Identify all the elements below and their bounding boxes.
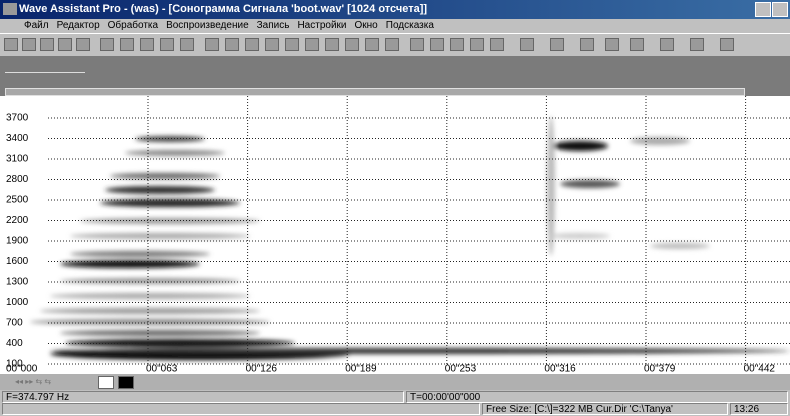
toolbar-button[interactable]	[365, 38, 379, 51]
y-tick-label: 3100	[6, 154, 29, 165]
minimize-button[interactable]	[755, 2, 771, 17]
menu-bar: Файл Редактор Обработка Воспроизведение Запи…	[0, 19, 790, 33]
maximize-button[interactable]	[772, 2, 788, 17]
toolbar-button[interactable]	[120, 38, 134, 51]
y-tick-label: 700	[6, 318, 23, 329]
toolbar-button[interactable]	[205, 38, 219, 51]
x-tick-label: 00"316	[544, 364, 576, 374]
window-title: Wave Assistant Pro - (was) - [Сонограмма…	[19, 3, 427, 15]
toolbar-button[interactable]	[580, 38, 594, 51]
x-tick-label: 00"063	[146, 364, 178, 374]
color-white[interactable]	[98, 376, 114, 389]
toolbar-button[interactable]	[40, 38, 54, 51]
toolbar	[0, 33, 790, 57]
free-size-field: Free Size: [C:\]=322 MB Cur.Dir 'C:\Tany…	[482, 403, 728, 415]
x-tick-label: 00"126	[246, 364, 278, 374]
toolbar-button[interactable]	[720, 38, 734, 51]
toolbar-button[interactable]	[605, 38, 619, 51]
clock-field: 13:26	[730, 403, 788, 415]
y-tick-label: 1600	[6, 256, 29, 267]
menu-item[interactable]: Обработка	[108, 19, 158, 33]
overview-line	[5, 72, 85, 73]
toolbar-button[interactable]	[22, 38, 36, 51]
toolbar-button[interactable]	[690, 38, 704, 51]
window-controls	[755, 2, 788, 17]
toolbar-button[interactable]	[140, 38, 154, 51]
toolbar-button[interactable]	[520, 38, 534, 51]
toolbar-button[interactable]	[430, 38, 444, 51]
x-tick-label: 00"442	[744, 364, 776, 374]
toolbar-button[interactable]	[76, 38, 90, 51]
menu-item[interactable]: Настройки	[297, 19, 346, 33]
toolbar-button[interactable]	[160, 38, 174, 51]
toolbar-button[interactable]	[550, 38, 564, 51]
color-black[interactable]	[118, 376, 134, 389]
app-window: Wave Assistant Pro - (was) - [Сонограмма…	[0, 0, 790, 414]
y-tick-label: 2200	[6, 215, 29, 226]
y-tick-label: 3400	[6, 133, 29, 144]
toolbar-button[interactable]	[490, 38, 504, 51]
x-tick-label: 00"379	[644, 364, 676, 374]
toolbar-button[interactable]	[305, 38, 319, 51]
app-icon	[3, 3, 17, 15]
toolbar-button[interactable]	[285, 38, 299, 51]
x-tick-label: 00"253	[445, 364, 477, 374]
toolbar-button[interactable]	[450, 38, 464, 51]
y-tick-label: 2500	[6, 195, 29, 206]
spectrogram: 3700 3400 3100 2800 2500 2200 1900 1600 1300 1000…	[0, 96, 790, 374]
menu-item[interactable]: Подсказка	[386, 19, 434, 33]
x-tick-label: 00"000	[6, 364, 38, 374]
toolbar-button[interactable]	[385, 38, 399, 51]
menu-item[interactable]: Редактор	[57, 19, 100, 33]
y-tick-label: 1000	[6, 297, 29, 308]
scroll-bar[interactable]	[5, 88, 745, 96]
menu-item[interactable]: Файл	[24, 19, 49, 33]
toolbar-button[interactable]	[100, 38, 114, 51]
toolbar-button[interactable]	[660, 38, 674, 51]
toolbar-button[interactable]	[470, 38, 484, 51]
overview-panel	[0, 56, 790, 96]
nav-buttons[interactable]: ◂◂ ▸▸ ⇆ ⇆	[15, 377, 51, 386]
time-field: T=00:00'00"000	[406, 391, 788, 403]
y-tick-label: 2800	[6, 174, 29, 185]
toolbar-button[interactable]	[180, 38, 194, 51]
toolbar-button[interactable]	[4, 38, 18, 51]
toolbar-button[interactable]	[245, 38, 259, 51]
status-empty	[2, 403, 480, 415]
title-bar: Wave Assistant Pro - (was) - [Сонограмма…	[0, 0, 790, 19]
x-tick-label: 00"189	[345, 364, 377, 374]
toolbar-button[interactable]	[410, 38, 424, 51]
menu-item[interactable]: Окно	[355, 19, 378, 33]
frequency-field: F=374.797 Hz	[2, 391, 404, 403]
toolbar-button[interactable]	[345, 38, 359, 51]
toolbar-button[interactable]	[225, 38, 239, 51]
toolbar-button[interactable]	[325, 38, 339, 51]
menu-item[interactable]: Запись	[257, 19, 290, 33]
y-tick-label: 3700	[6, 113, 29, 124]
y-tick-label: 400	[6, 338, 23, 349]
y-tick-label: 1300	[6, 277, 29, 288]
y-tick-label: 1900	[6, 236, 29, 247]
transport-bar: ◂◂ ▸▸ ⇆ ⇆	[0, 374, 790, 390]
toolbar-button[interactable]	[630, 38, 644, 51]
menu-item[interactable]: Воспроизведение	[166, 19, 249, 33]
toolbar-button[interactable]	[58, 38, 72, 51]
toolbar-button[interactable]	[265, 38, 279, 51]
